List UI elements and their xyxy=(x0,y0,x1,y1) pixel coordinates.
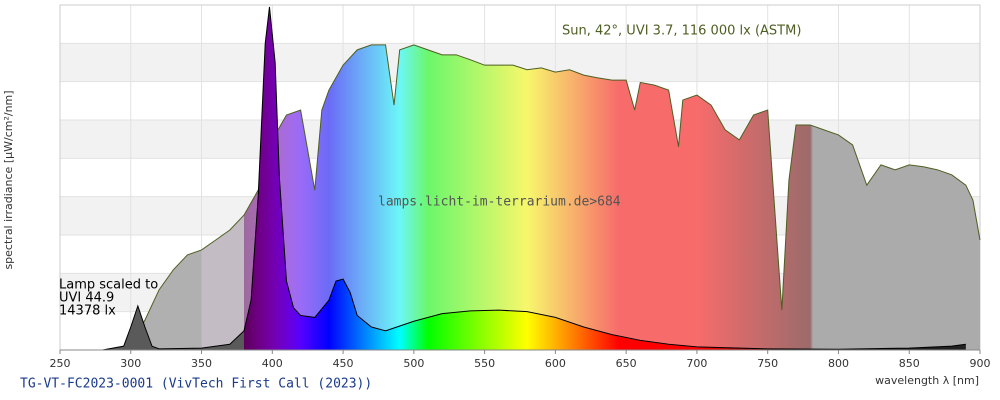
footer: TG-VT-FC2023-0001 (VivTech First Call (2… xyxy=(20,377,372,392)
lamp-annotation: UVI 44.9 xyxy=(59,291,114,306)
watermark: lamps.licht-im-terrarium.de>684 xyxy=(378,195,621,210)
area-1 xyxy=(102,6,966,351)
series-line xyxy=(102,6,966,351)
x-tick-label: 700 xyxy=(686,357,707,370)
x-tick-label: 550 xyxy=(474,357,495,370)
x-tick-label: 450 xyxy=(333,357,354,370)
area-0 xyxy=(123,44,980,350)
x-tick-label: 400 xyxy=(262,357,283,370)
x-tick-label: 750 xyxy=(757,357,778,370)
x-tick-label: 900 xyxy=(970,357,991,370)
x-tick-label: 250 xyxy=(50,357,71,370)
x-tick-label: 300 xyxy=(120,357,141,370)
x-tick-label: 500 xyxy=(403,357,424,370)
lamp-annotation: Lamp scaled to xyxy=(59,278,158,293)
x-tick-label: 350 xyxy=(191,357,212,370)
y-axis-label: spectral irradiance [µW/cm²/nm] xyxy=(2,90,15,269)
lamp-annotation: 14378 lx xyxy=(59,304,116,319)
x-axis-label: wavelength λ [nm] xyxy=(875,374,979,387)
x-tick-label: 850 xyxy=(899,357,920,370)
x-tick-label: 600 xyxy=(545,357,566,370)
sun-label: Sun, 42°, UVI 3.7, 116 000 lx (ASTM) xyxy=(562,24,801,39)
x-tick-label: 650 xyxy=(616,357,637,370)
x-tick-label: 800 xyxy=(828,357,849,370)
